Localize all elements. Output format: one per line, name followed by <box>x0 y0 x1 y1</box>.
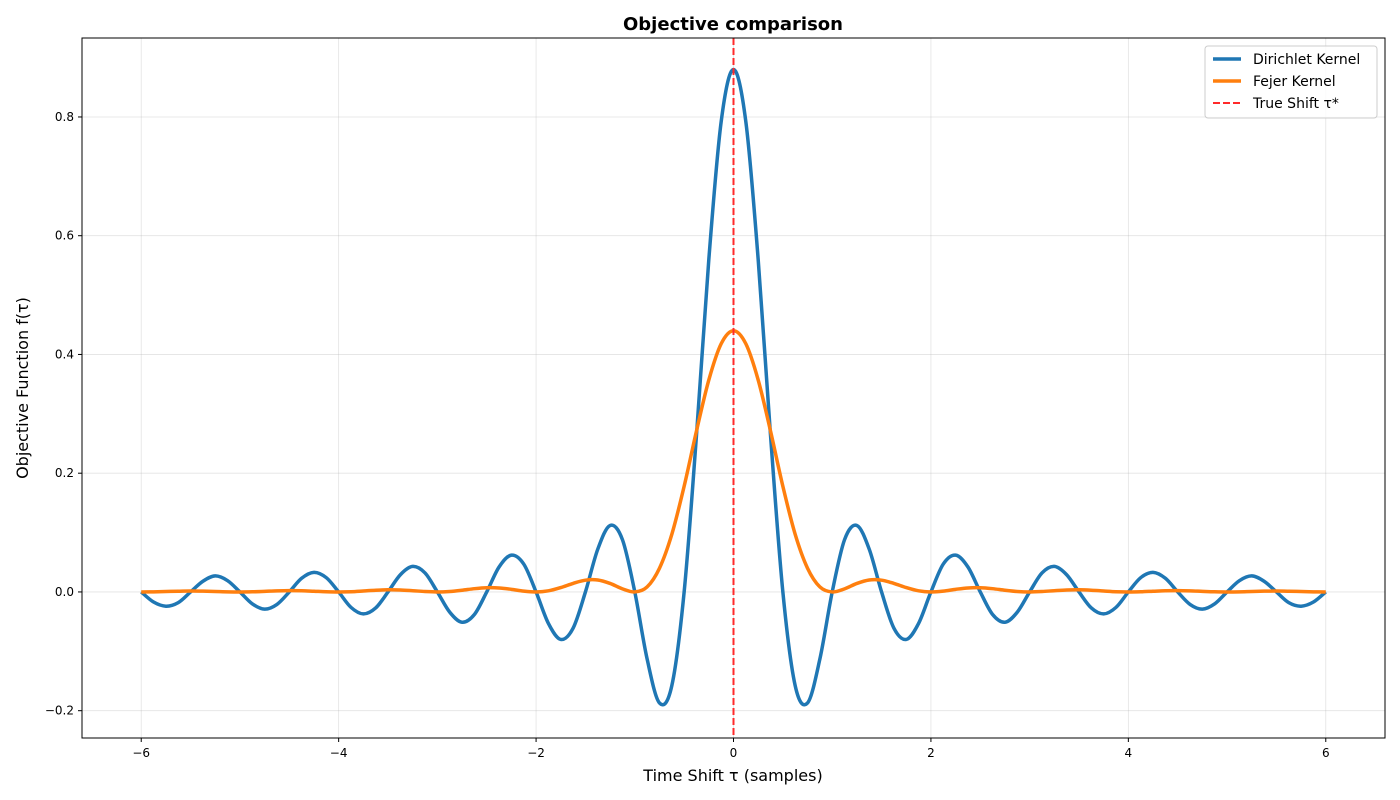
series-group <box>140 38 1327 738</box>
legend-box <box>1204 45 1378 119</box>
x-tick-label: −6 <box>132 746 150 760</box>
x-tick-label: 2 <box>927 746 935 760</box>
y-tick-label: 0.4 <box>55 347 74 361</box>
x-axis-label: Time Shift τ (samples) <box>642 766 822 785</box>
legend-label-fejer: Fejer Kernel <box>1253 74 1336 90</box>
legend-label-dirichlet: Dirichlet Kernel <box>1253 52 1360 68</box>
y-tick-label: 0.0 <box>55 585 74 599</box>
chart-title: Objective comparison <box>623 14 843 35</box>
x-tick-label: 0 <box>730 746 738 760</box>
y-tick-label: 0.2 <box>55 466 74 480</box>
x-tick-label: −2 <box>527 746 545 760</box>
y-tick-label: 0.8 <box>55 110 74 124</box>
x-tick-label: 6 <box>1322 746 1330 760</box>
y-tick-label: 0.6 <box>55 229 74 243</box>
y-tick-label: −0.2 <box>45 704 74 718</box>
x-tick-label: 4 <box>1125 746 1133 760</box>
x-tick-label: −4 <box>330 746 348 760</box>
legend: Dirichlet Kernel Fejer Kernel True Shift… <box>1204 45 1378 119</box>
legend-label-true-shift: True Shift τ* <box>1252 96 1339 112</box>
y-axis-label: Objective Function f(τ) <box>13 297 32 479</box>
plot-frame <box>81 37 1386 739</box>
ticks: −6 −4 −2 0 2 4 6 −0.2 0.0 0.2 0.4 0.6 0.8 <box>45 110 1330 760</box>
